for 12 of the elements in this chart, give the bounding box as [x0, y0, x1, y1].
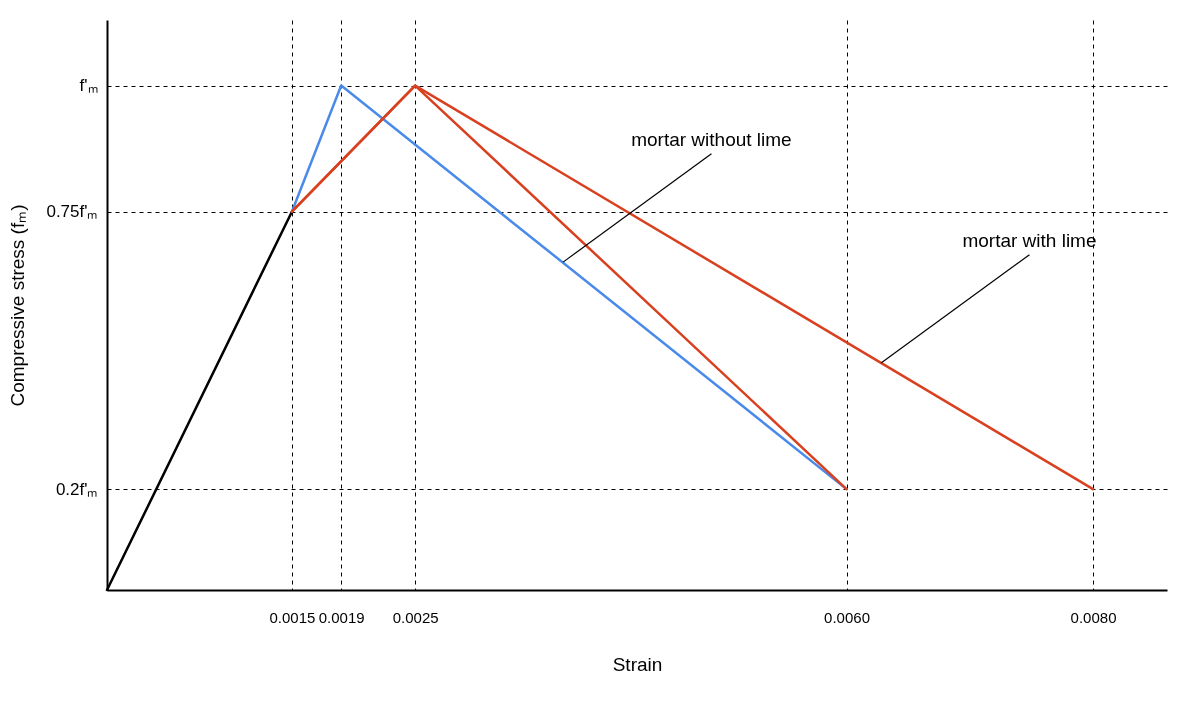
x-tick-label: 0.0015	[269, 608, 316, 626]
x-tick-label: 0.0025	[392, 608, 439, 626]
x-axis-title: Strain	[612, 653, 663, 675]
x-tick-label: 0.0019	[318, 608, 365, 626]
y-axis-title: Compressive stress (fₘ)	[7, 204, 29, 407]
annotation: mortar with lime	[962, 229, 1097, 251]
y-tick-label: f'ₘ	[79, 76, 98, 96]
y-tick-label: 0.75f'ₘ	[46, 202, 98, 222]
x-tick-label: 0.0080	[1070, 608, 1117, 626]
annotation: mortar without lime	[631, 128, 792, 150]
x-tick-label: 0.0060	[824, 608, 870, 626]
y-tick-label: 0.2f'ₘ	[55, 479, 98, 499]
